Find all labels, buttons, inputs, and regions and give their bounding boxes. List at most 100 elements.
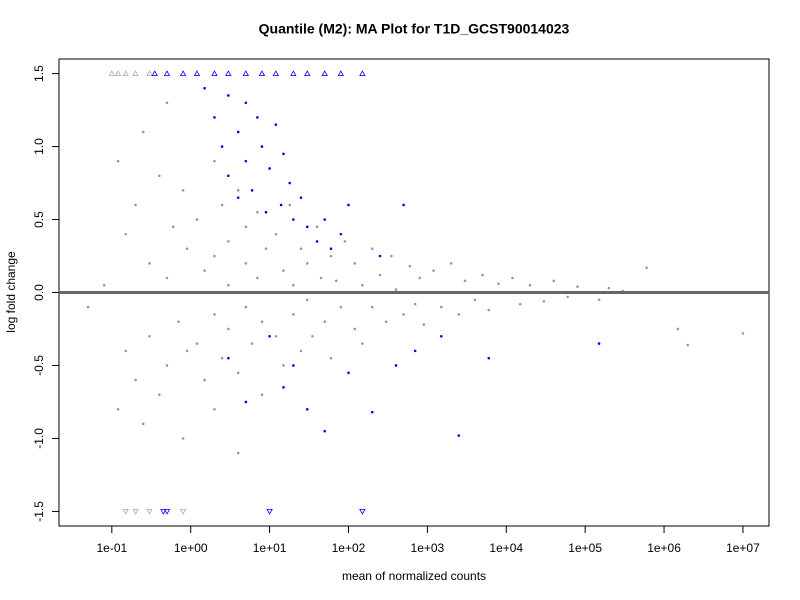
point xyxy=(511,276,514,280)
point xyxy=(227,240,230,243)
point xyxy=(185,349,189,353)
point xyxy=(339,232,343,236)
point xyxy=(274,334,278,338)
y-tick-label: 1.5 xyxy=(32,65,46,82)
point-triangle xyxy=(108,70,116,76)
point xyxy=(686,343,690,347)
point xyxy=(413,349,417,353)
point xyxy=(299,196,303,199)
point xyxy=(528,283,532,287)
point xyxy=(141,130,145,134)
point xyxy=(402,203,405,207)
point-triangle xyxy=(359,509,366,515)
x-tick-label: 1e+02 xyxy=(332,541,366,555)
point xyxy=(274,123,278,126)
point xyxy=(213,116,216,119)
point xyxy=(361,283,364,287)
point xyxy=(227,174,230,178)
point xyxy=(378,254,382,258)
point xyxy=(552,279,556,283)
point xyxy=(260,320,264,323)
point xyxy=(227,356,230,360)
x-tick-label: 1e+07 xyxy=(726,541,760,555)
point xyxy=(315,240,319,243)
chart-title: Quantile (M2): MA Plot for T1D_GCST90014… xyxy=(259,21,570,37)
point xyxy=(244,225,248,229)
point xyxy=(282,152,285,156)
point xyxy=(268,334,271,338)
point xyxy=(203,86,206,90)
y-tick-label: 1.0 xyxy=(32,138,46,155)
point xyxy=(329,356,333,360)
point-triangle xyxy=(211,70,218,76)
point-triangle xyxy=(266,509,273,515)
point xyxy=(282,386,285,389)
point xyxy=(449,262,453,265)
y-axis-label: log fold change xyxy=(4,251,18,333)
point xyxy=(305,407,309,411)
point xyxy=(250,342,254,345)
point xyxy=(158,174,161,178)
point-triangle xyxy=(151,70,158,76)
point xyxy=(227,94,230,97)
point xyxy=(473,298,477,302)
point xyxy=(390,254,393,258)
point xyxy=(292,283,295,287)
point xyxy=(292,364,295,367)
point xyxy=(422,323,426,326)
point xyxy=(181,437,185,440)
point xyxy=(250,189,254,192)
y-tick-label: 0.5 xyxy=(32,211,46,228)
point xyxy=(676,327,680,331)
point xyxy=(134,203,137,207)
point xyxy=(236,130,240,134)
point xyxy=(260,145,264,148)
point xyxy=(439,334,443,338)
point xyxy=(124,349,128,353)
point xyxy=(165,101,169,105)
point-triangle xyxy=(163,509,171,515)
y-tick-label: -0.5 xyxy=(32,355,46,376)
point xyxy=(542,299,546,303)
point xyxy=(260,393,264,396)
point xyxy=(384,320,388,323)
point xyxy=(165,364,169,367)
point xyxy=(244,305,248,309)
point xyxy=(481,273,484,277)
point xyxy=(370,247,374,251)
point xyxy=(394,364,398,367)
point-triangle xyxy=(272,70,280,76)
point xyxy=(487,308,491,312)
point xyxy=(236,451,240,455)
point-triangle xyxy=(321,70,328,76)
point xyxy=(116,159,120,163)
x-axis-label: mean of normalized counts xyxy=(342,569,486,583)
point xyxy=(299,247,303,251)
point xyxy=(274,232,278,236)
point xyxy=(463,279,467,283)
point xyxy=(370,305,374,309)
point xyxy=(432,269,435,272)
point xyxy=(244,400,248,404)
point xyxy=(264,247,268,251)
point xyxy=(597,342,601,345)
x-tick-label: 1e-01 xyxy=(96,541,127,555)
point xyxy=(339,305,343,309)
point xyxy=(370,410,374,414)
point xyxy=(227,327,230,331)
point xyxy=(497,282,500,286)
point xyxy=(576,285,579,288)
point-triangle xyxy=(146,509,153,515)
point xyxy=(311,334,314,338)
point-triangle xyxy=(193,70,201,76)
point xyxy=(148,334,151,338)
point-triangle xyxy=(225,70,232,76)
y-tick-label: -1.0 xyxy=(32,428,46,449)
x-tick-label: 1e+01 xyxy=(253,541,287,555)
point xyxy=(134,378,137,382)
x-tick-label: 1e+04 xyxy=(489,541,523,555)
point xyxy=(279,203,283,207)
point xyxy=(305,298,309,302)
point xyxy=(518,302,522,306)
